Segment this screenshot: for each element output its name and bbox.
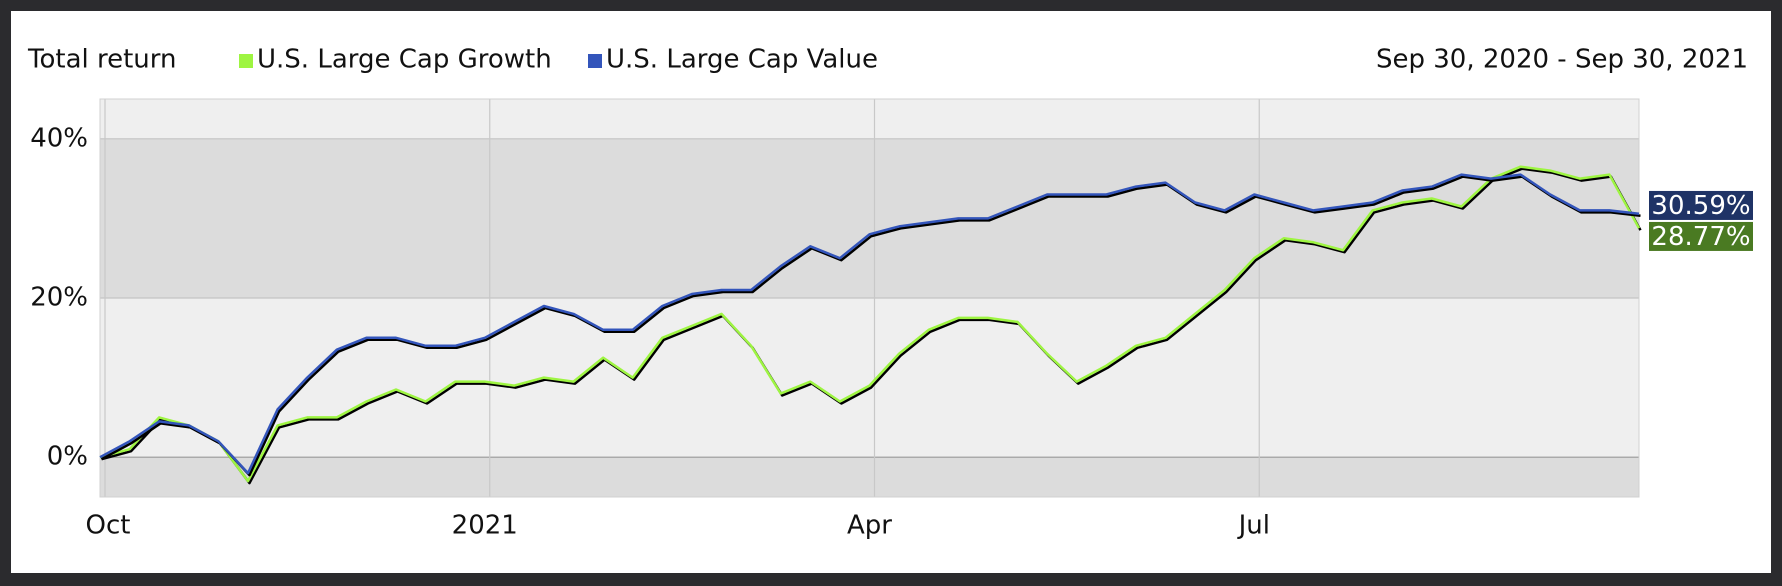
end-label-box	[1649, 221, 1753, 251]
line-shadow	[101, 167, 1642, 485]
x-tick-label: Jul	[1237, 511, 1270, 541]
line	[99, 165, 1641, 483]
band	[100, 99, 1639, 139]
end-label-box	[1649, 190, 1753, 220]
date-range: Sep 30, 2020 - Sep 30, 2021	[1376, 45, 1748, 75]
x-tick-label: 2021	[452, 511, 518, 541]
band	[100, 138, 1639, 298]
legend-label: U.S. Large Cap Growth	[257, 45, 552, 75]
legend-marker	[239, 54, 253, 68]
y-tick-label: 40%	[30, 123, 88, 153]
plot-border	[99, 98, 1640, 498]
end-label: 28.77%	[1651, 222, 1750, 252]
end-label: 30.59%	[1651, 191, 1750, 221]
line-shadow	[100, 175, 1641, 477]
legend-marker	[588, 54, 602, 68]
y-tick-label: 20%	[30, 283, 88, 313]
line	[99, 173, 1640, 475]
band	[100, 298, 1639, 458]
legend-label: U.S. Large Cap Value	[606, 45, 878, 75]
x-tick-label: Oct	[86, 511, 131, 541]
x-tick-label: Apr	[847, 511, 892, 541]
chart-title: Total return	[27, 45, 176, 75]
y-tick-label: 0%	[47, 442, 88, 472]
band	[100, 457, 1639, 497]
